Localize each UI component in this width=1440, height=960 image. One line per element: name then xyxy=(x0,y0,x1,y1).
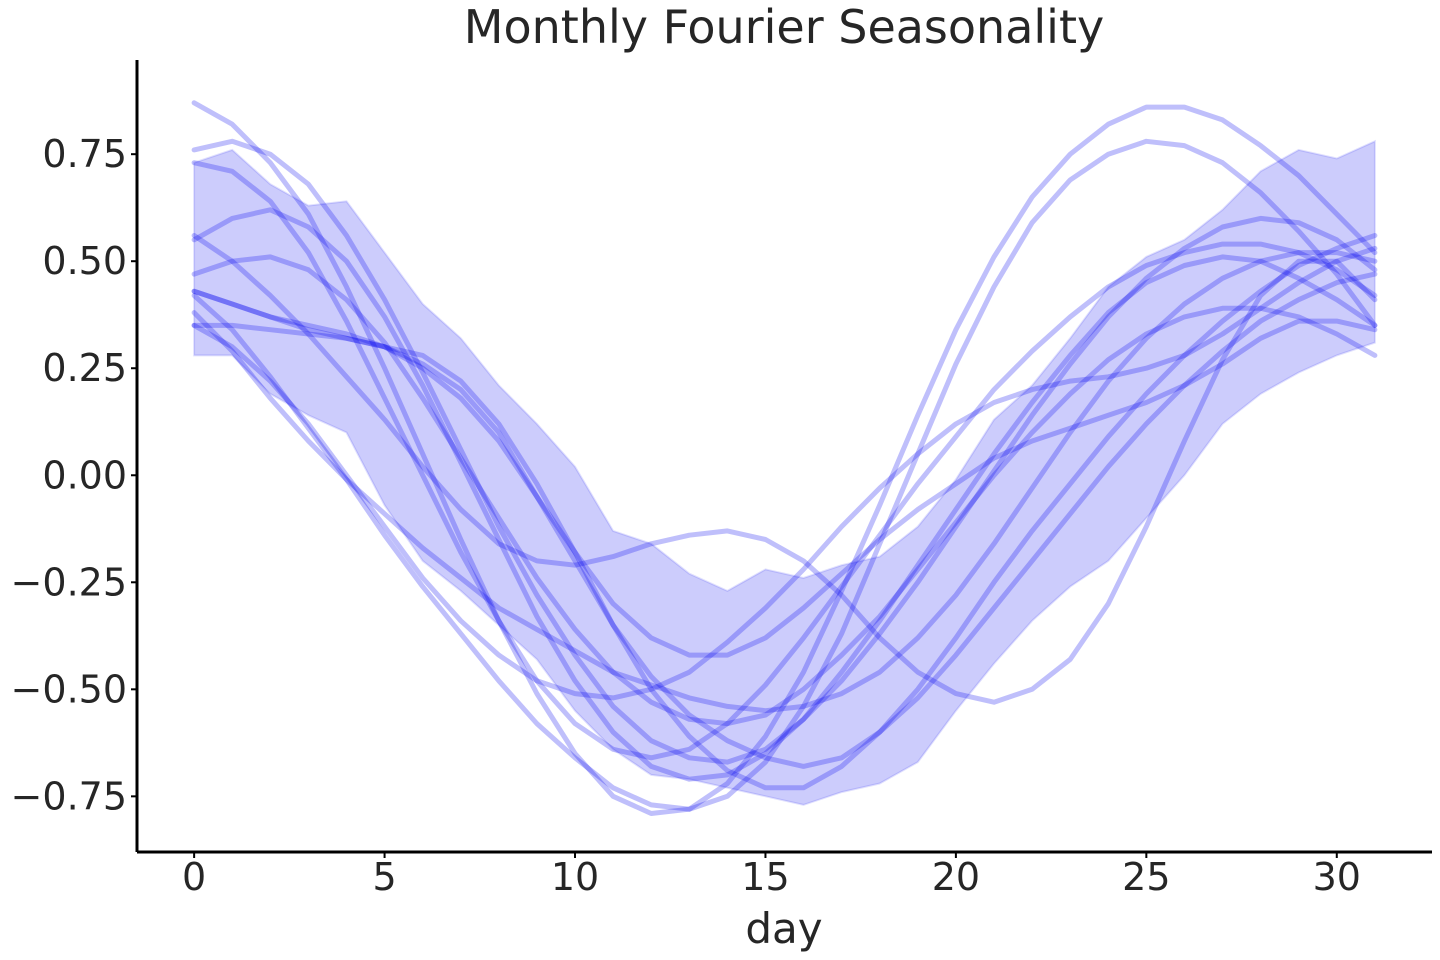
series-line-12 xyxy=(191,245,1378,701)
y-tick-label: 0.00 xyxy=(42,453,127,497)
y-tick-label: −0.50 xyxy=(11,667,127,711)
series-line-10 xyxy=(191,233,1378,705)
y-tick-label: −0.25 xyxy=(11,560,127,604)
series-layer xyxy=(191,100,1378,816)
series-line-5 xyxy=(191,207,1378,782)
series-line-6 xyxy=(191,254,1378,727)
y-tick-label: 0.25 xyxy=(42,346,127,390)
series-line-8 xyxy=(191,250,1378,714)
y-axis-ticks: 0.75 0.50 0.25 0.00 −0.25 −0.50 −0.75 xyxy=(11,132,137,818)
confidence-band xyxy=(193,139,1376,806)
series-line-3 xyxy=(191,138,1378,765)
x-tick-label: 30 xyxy=(1313,855,1361,899)
confidence-band-layer xyxy=(193,139,1376,806)
series-line-11 xyxy=(191,288,1378,658)
plot-area xyxy=(191,100,1378,816)
x-axis-ticks: 0 5 10 15 20 25 30 xyxy=(182,852,1361,899)
x-tick-label: 5 xyxy=(372,855,396,899)
x-axis-label: day xyxy=(745,904,822,953)
y-tick-label: 0.50 xyxy=(42,239,127,283)
series-line-1 xyxy=(191,100,1378,816)
y-tick-label: 0.75 xyxy=(42,132,127,176)
x-tick-label: 25 xyxy=(1122,855,1170,899)
x-tick-label: 15 xyxy=(741,855,789,899)
chart-title: Monthly Fourier Seasonality xyxy=(464,0,1104,54)
series-line-9 xyxy=(191,271,1378,769)
series-line-2 xyxy=(191,138,1378,812)
x-tick-label: 20 xyxy=(932,855,980,899)
series-line-4 xyxy=(191,160,1378,761)
x-tick-label: 10 xyxy=(551,855,599,899)
y-tick-label: −0.75 xyxy=(11,774,127,818)
series-line-7 xyxy=(191,233,1378,791)
x-tick-label: 0 xyxy=(182,855,206,899)
